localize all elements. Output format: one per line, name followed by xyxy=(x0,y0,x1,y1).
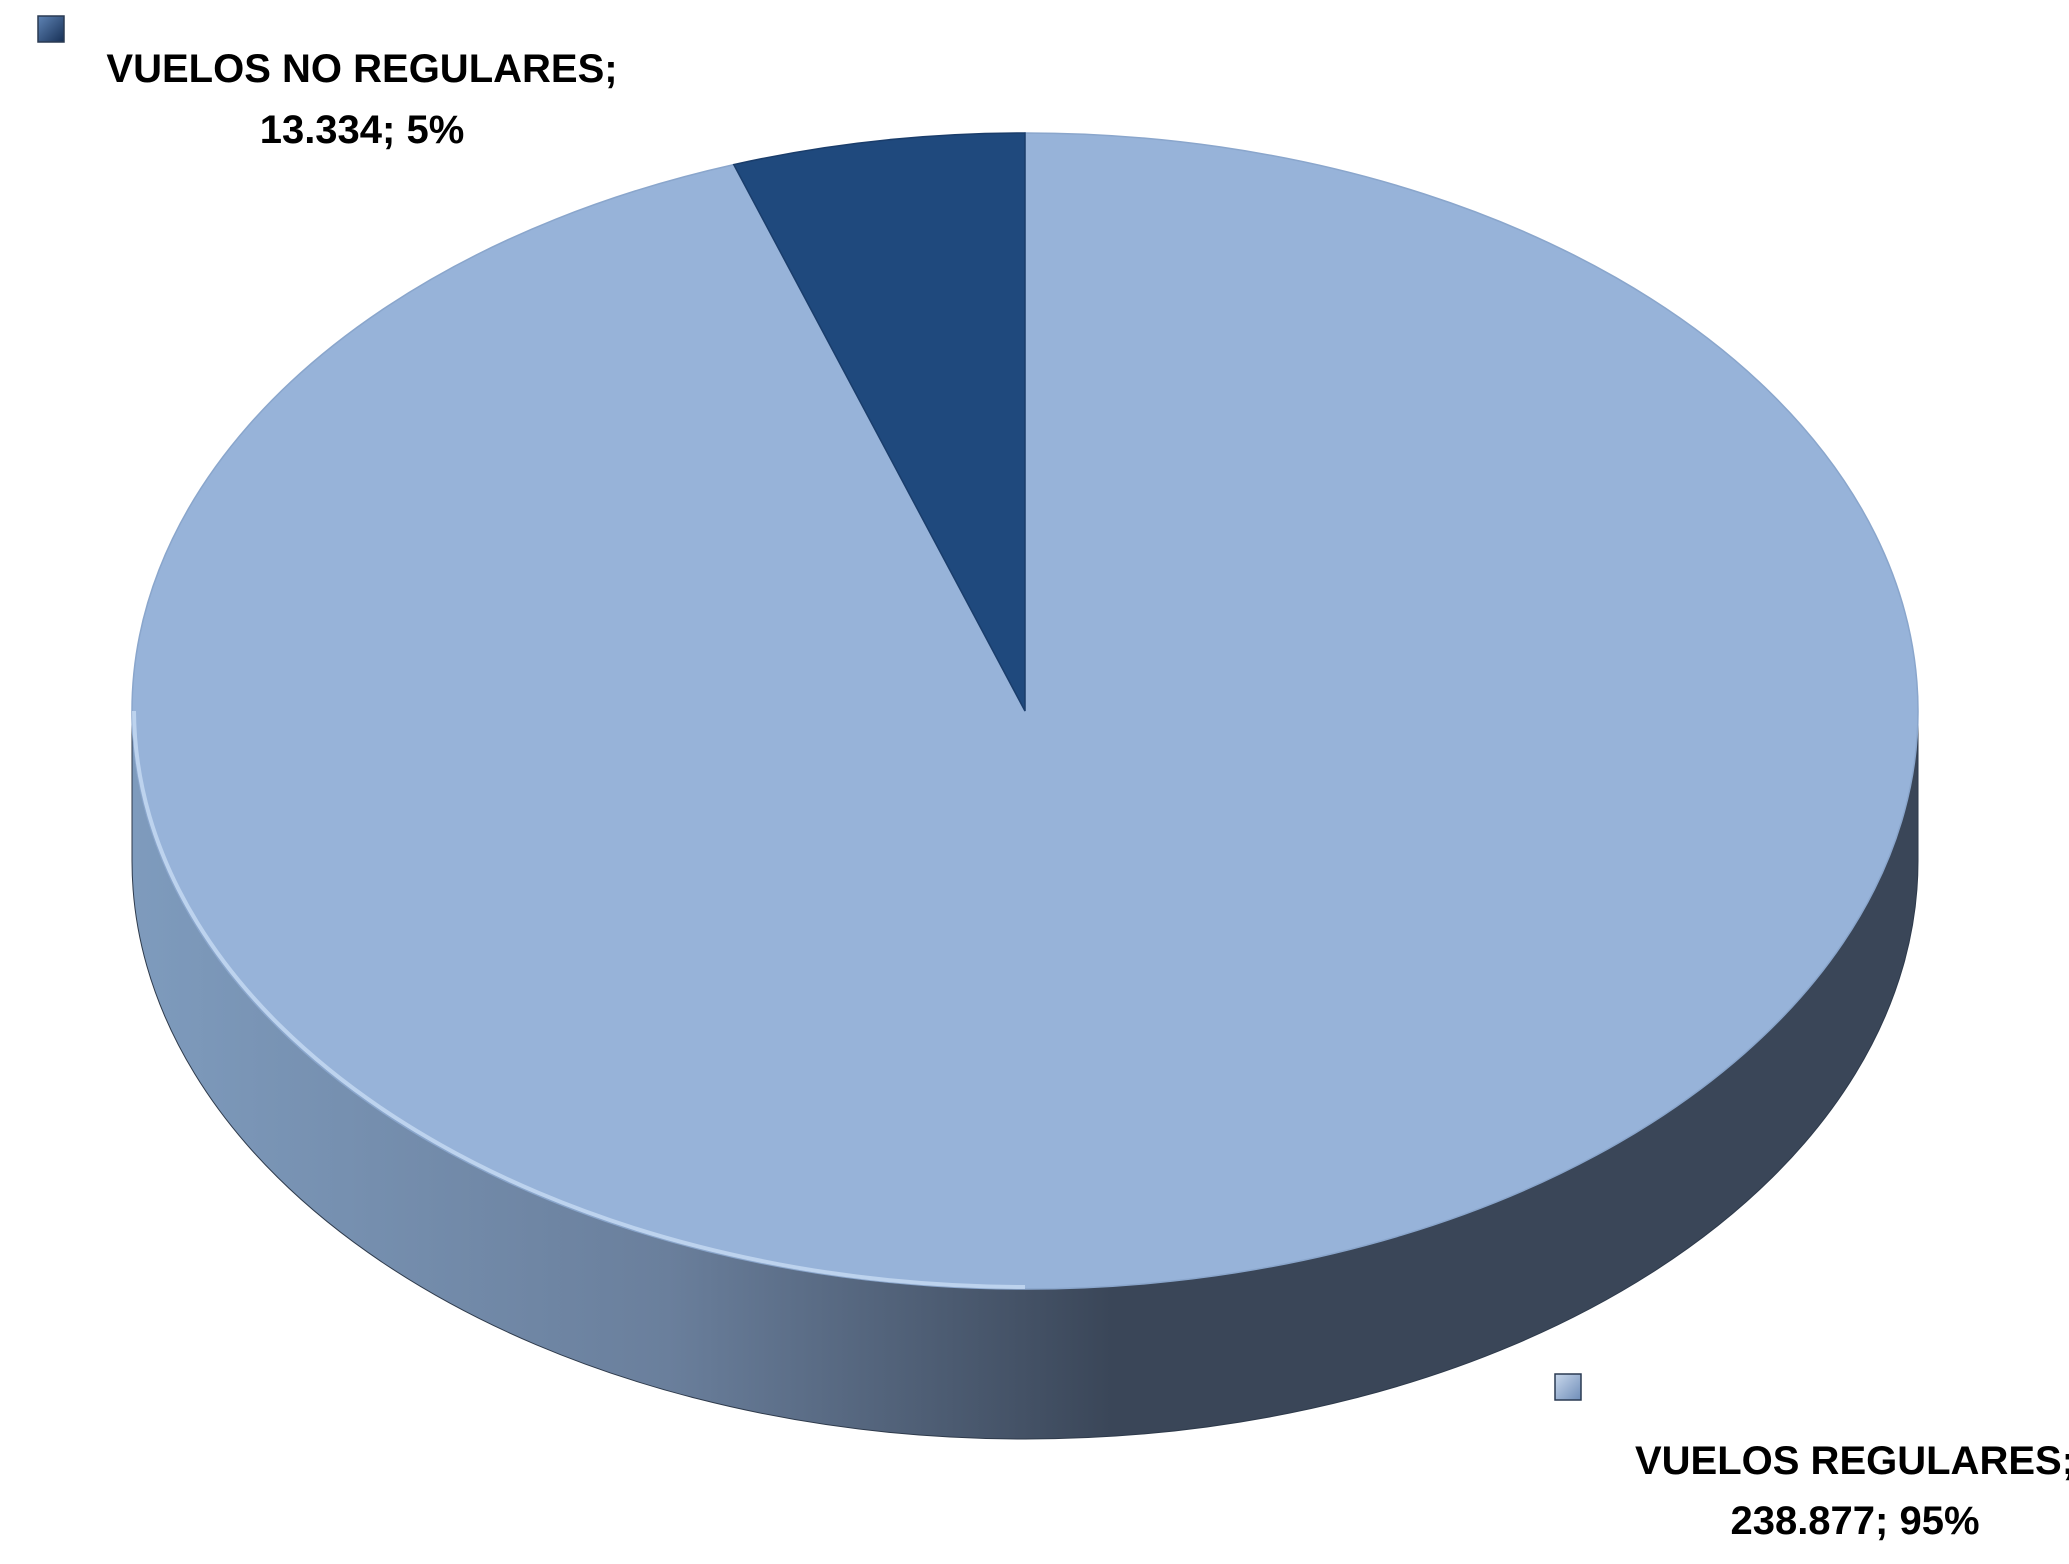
pie-label-layer: VUELOS REGULARES; 238.877; 95% VUELOS NO R… xyxy=(37,15,2069,1543)
pie-slice-vuelos-no-regulares xyxy=(732,132,1026,712)
data-label-vuelos-no-regulares-line-1: VUELOS NO REGULARES; xyxy=(106,47,617,91)
data-label-vuelos-regulares-line-1: VUELOS REGULARES; xyxy=(1635,1439,2069,1483)
pie-rim-highlight xyxy=(132,710,1026,1289)
legend-marker-vuelos-regulares xyxy=(1554,1373,1582,1401)
data-label-vuelos-no-regulares-line-2: 13.334; 5% xyxy=(260,108,465,152)
pie-top-layer xyxy=(131,132,1919,1290)
legend-marker-vuelos-no-regulares xyxy=(37,15,65,43)
data-label-vuelos-regulares-line-2: 238.877; 95% xyxy=(1730,1499,1979,1543)
